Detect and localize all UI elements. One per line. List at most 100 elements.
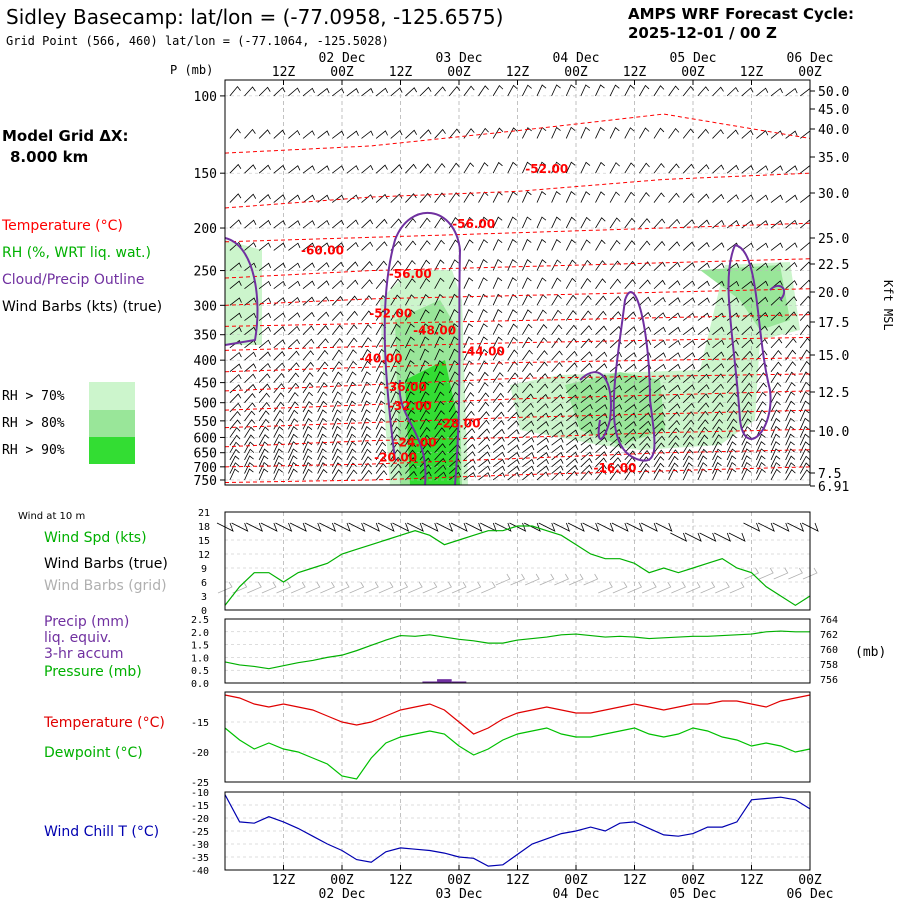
wind-barb-true	[363, 522, 380, 532]
wind-barb	[229, 85, 241, 97]
wind-barb	[463, 360, 474, 372]
wind-barb	[595, 239, 606, 251]
wind-barb	[331, 433, 342, 446]
time-date-label: 04 Dec	[553, 887, 600, 900]
wind-barb	[785, 417, 795, 430]
wind-barb	[609, 162, 620, 174]
wind-barb	[463, 216, 474, 229]
wind-barb	[419, 294, 430, 306]
wind-barb	[785, 441, 795, 453]
wind-barb	[770, 417, 781, 430]
wind-barb	[288, 87, 301, 97]
wind-barb	[346, 349, 357, 361]
wind-barb	[229, 402, 242, 413]
wind-barb	[580, 437, 593, 446]
wind-barb	[317, 361, 329, 372]
wind-barb-grid	[583, 573, 599, 586]
wind-barb	[639, 326, 652, 336]
wind-barb	[390, 381, 400, 394]
wind-barb	[551, 84, 561, 97]
wind-barb-true	[406, 522, 424, 532]
kft-tick-label: 6.91	[818, 480, 849, 495]
wind-barb	[741, 392, 753, 403]
time-hour-label: 00Z	[330, 873, 354, 888]
wind-barb	[507, 127, 518, 139]
wind-barb	[565, 161, 576, 174]
wind-barb	[682, 427, 694, 438]
wind-barb	[288, 433, 298, 446]
wind-barb	[273, 262, 286, 271]
wind-chill-ticks: -10 -15 -20 -25 -30 -35 -40	[191, 788, 209, 877]
wind-barb	[712, 280, 725, 290]
wind-barb	[668, 403, 681, 413]
wind-barb	[229, 219, 242, 229]
wind-barb	[463, 371, 474, 383]
wind-barb	[346, 87, 359, 97]
wind-barb-true	[260, 522, 278, 532]
wind-barb-grid	[510, 573, 526, 586]
wind-barb	[522, 437, 535, 446]
wind-barb	[419, 360, 430, 372]
wind-barb	[770, 220, 783, 229]
wind-barb	[609, 374, 623, 383]
wind-barb	[653, 218, 666, 229]
wind-barb	[273, 339, 286, 349]
wind-barb	[682, 441, 694, 453]
wind-barb	[799, 455, 810, 468]
wind-barb	[244, 242, 257, 251]
wind-barb	[375, 371, 386, 383]
wind-barb	[653, 192, 665, 203]
wind-barb	[405, 470, 417, 481]
wind-barb	[375, 456, 387, 468]
wind-barb	[229, 373, 242, 383]
time-hour-label: 12Z	[506, 873, 530, 888]
wind-barb	[799, 381, 810, 394]
wind-barb	[463, 435, 476, 446]
wind-barb	[536, 361, 548, 372]
wind-barb	[361, 241, 374, 251]
wind-barb	[756, 296, 769, 306]
wind-barb	[726, 339, 739, 349]
wind-barb	[492, 191, 503, 203]
kft-tick-label: 25.0	[818, 232, 849, 247]
wind-barb-true	[772, 522, 790, 532]
wind-barb	[448, 458, 461, 468]
pressure-tick-label: 100	[194, 90, 217, 105]
wind-barb	[609, 457, 622, 468]
wind-barb	[551, 451, 564, 461]
wind-barb	[770, 441, 781, 453]
wind-barb	[302, 220, 315, 229]
wind-barb	[273, 461, 283, 474]
wind-barb	[565, 384, 578, 394]
wind-barb	[478, 216, 488, 229]
wind-barb	[463, 428, 476, 438]
wind-barb	[522, 323, 533, 335]
wind-barb	[785, 425, 795, 438]
wind-barb	[653, 352, 666, 361]
wind-barb	[244, 193, 257, 203]
wind-barb	[565, 337, 578, 349]
wind-barb-grid	[217, 581, 233, 594]
wind-barb	[331, 391, 342, 403]
wind-barb	[785, 130, 798, 139]
wind-barb	[522, 372, 534, 383]
wind-barb	[405, 259, 416, 271]
wind-barb	[405, 400, 415, 413]
wind-barb	[536, 324, 548, 335]
wind-barb-grid	[802, 567, 818, 580]
wind-barb	[712, 383, 724, 394]
time-hour-label: 00Z	[330, 65, 354, 80]
wind-barb	[258, 219, 272, 229]
wind-barb	[419, 348, 430, 361]
wind-barb	[770, 400, 781, 413]
wind-barb	[668, 352, 681, 361]
wind-barb	[375, 448, 387, 461]
wind-chill-panel: Wind Chill T (°C) -10 -15 -20 -25 -30 -35 -40	[44, 788, 811, 877]
wind-barb	[258, 280, 272, 290]
wind-barb-grid	[305, 581, 321, 594]
wind-barb	[434, 435, 446, 446]
pressure-tick-label: 700	[194, 461, 217, 476]
wind-barb	[741, 242, 754, 251]
wind-barb	[580, 464, 593, 474]
wind-barb	[683, 363, 696, 373]
